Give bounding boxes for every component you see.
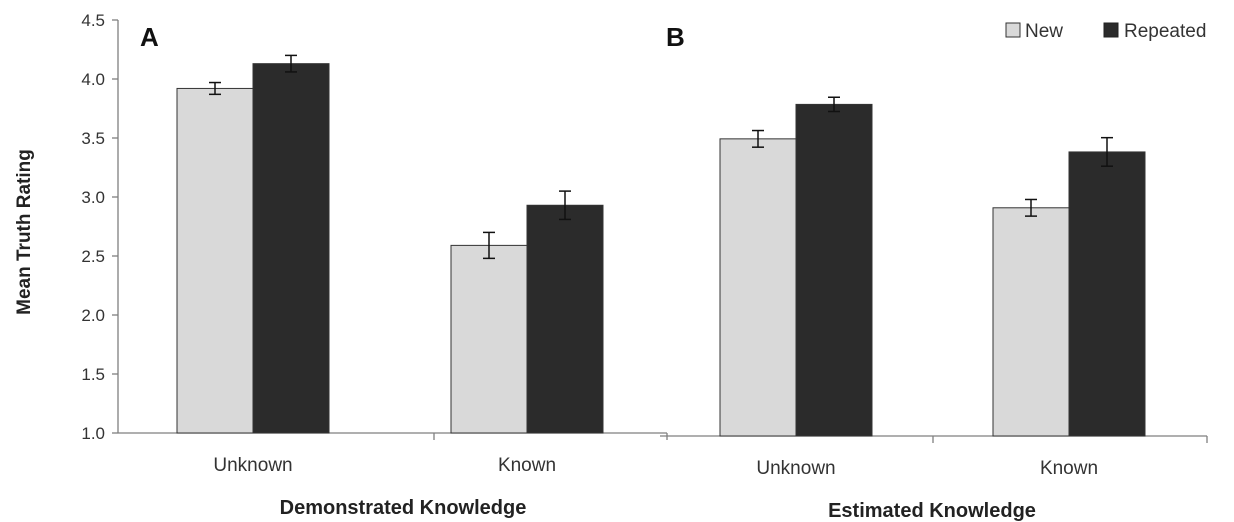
- panel-a-label: A: [140, 22, 159, 52]
- error-bar-repeated-known: [559, 190, 571, 221]
- legend-label-repeated: Repeated: [1124, 21, 1206, 42]
- y-tick-label: 3.5: [81, 129, 105, 148]
- bar-new-unknown: [176, 87, 254, 434]
- bar-new-known: [992, 207, 1070, 437]
- legend-label-new: New: [1025, 21, 1063, 42]
- panel-b-x-axis-label: Estimated Knowledge: [828, 500, 1036, 522]
- panel-a-y-ticks: 1.0 1.5 2.0 2.5 3.0 3.5 4.0 4.5: [81, 11, 119, 443]
- legend-swatch-repeated: [1103, 22, 1119, 38]
- panel-a-category-label-known: Known: [498, 455, 556, 476]
- error-bar-new-known: [483, 231, 495, 260]
- error-bar-new-known: [1025, 198, 1037, 217]
- bar-repeated-known: [526, 204, 604, 434]
- bar-new-unknown: [719, 138, 797, 437]
- y-tick-label: 2.5: [81, 247, 105, 266]
- y-tick-label: 1.5: [81, 365, 105, 384]
- error-bar-repeated-unknown: [285, 54, 297, 73]
- panel-a-bars: [118, 54, 668, 440]
- y-tick-label: 4.5: [81, 11, 105, 30]
- y-axis-label: Mean Truth Rating: [14, 149, 35, 315]
- panel-b-category-label-unknown: Unknown: [756, 458, 835, 479]
- bar-repeated-known: [1068, 151, 1146, 437]
- y-tick-label: 2.0: [81, 306, 105, 325]
- error-bar-new-unknown: [209, 81, 221, 96]
- panel-b-category-label-known: Known: [1040, 458, 1098, 479]
- y-tick-label: 4.0: [81, 70, 105, 89]
- error-bar-repeated-unknown: [828, 96, 840, 113]
- error-bar-repeated-known: [1101, 136, 1113, 167]
- y-tick-label: 3.0: [81, 188, 105, 207]
- panel-a-category-label-unknown: Unknown: [213, 455, 292, 476]
- y-tick-label: 1.0: [81, 424, 105, 443]
- bar-repeated-unknown: [795, 103, 873, 437]
- legend-swatch-new: [1005, 22, 1021, 38]
- panel-a-x-axis-label: Demonstrated Knowledge: [280, 497, 527, 519]
- panel-b-bars: [660, 96, 1208, 443]
- error-bar-new-unknown: [752, 129, 764, 148]
- panel-b-label: B: [666, 22, 685, 52]
- bar-new-known: [450, 244, 528, 434]
- bar-repeated-unknown: [252, 63, 330, 434]
